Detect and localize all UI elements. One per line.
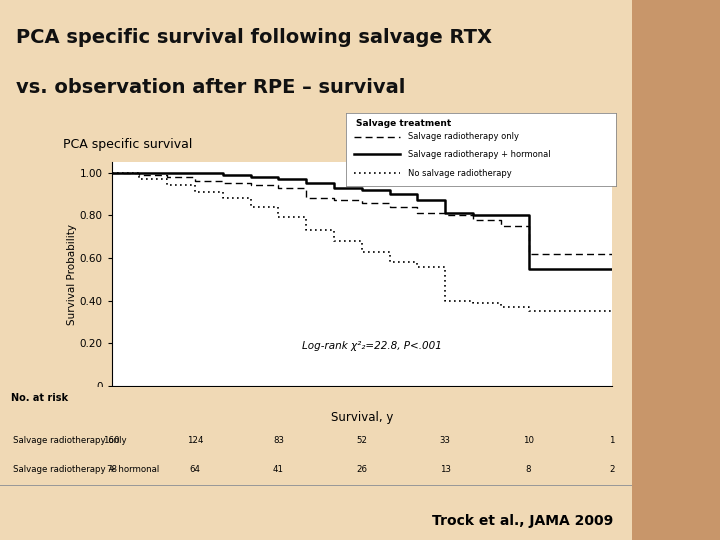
Text: PCA specific survival following salvage RTX: PCA specific survival following salvage … [16,28,492,46]
Text: 124: 124 [186,436,203,445]
Text: Salvage radiotherapy + hormonal: Salvage radiotherapy + hormonal [408,150,550,159]
Text: No. at risk: No. at risk [12,393,68,403]
Text: 33: 33 [440,436,451,445]
Text: 295: 295 [186,494,203,502]
Text: Salvage treatment: Salvage treatment [356,118,451,127]
Text: PCA specific survival: PCA specific survival [63,138,192,151]
Text: Salvage radiotherapy + hormonal: Salvage radiotherapy + hormonal [13,465,159,474]
Text: Log-rank χ²₂=22.8, P<.001: Log-rank χ²₂=22.8, P<.001 [302,341,442,351]
Text: Salvage radiotherapy only: Salvage radiotherapy only [408,132,518,141]
X-axis label: Survival, y: Survival, y [330,411,393,424]
Text: 13: 13 [440,465,451,474]
Text: 397: 397 [104,494,120,502]
Text: 9: 9 [526,494,531,502]
Text: 198: 198 [270,494,287,502]
Text: vs. observation after RPE – survival: vs. observation after RPE – survival [16,78,405,97]
Text: No salvage radiotherapy: No salvage radiotherapy [408,168,511,178]
Text: 28: 28 [440,494,451,502]
Y-axis label: Survival Probability: Survival Probability [67,224,77,325]
Text: 10: 10 [523,436,534,445]
Text: 41: 41 [273,465,284,474]
Text: 1: 1 [609,494,615,502]
Text: 78: 78 [106,465,117,474]
Text: Salvage radiotherapy only: Salvage radiotherapy only [13,436,126,445]
Text: 8: 8 [526,465,531,474]
Text: No salvage radiotherapy: No salvage radiotherapy [13,494,119,502]
Text: 66: 66 [356,494,367,502]
Text: 160: 160 [104,436,120,445]
Text: Trock et al., JAMA 2009: Trock et al., JAMA 2009 [432,514,613,528]
Text: 52: 52 [356,436,367,445]
Text: 1: 1 [609,436,615,445]
Text: 64: 64 [189,465,200,474]
Text: 26: 26 [356,465,367,474]
Text: 2: 2 [609,465,615,474]
Text: 83: 83 [273,436,284,445]
